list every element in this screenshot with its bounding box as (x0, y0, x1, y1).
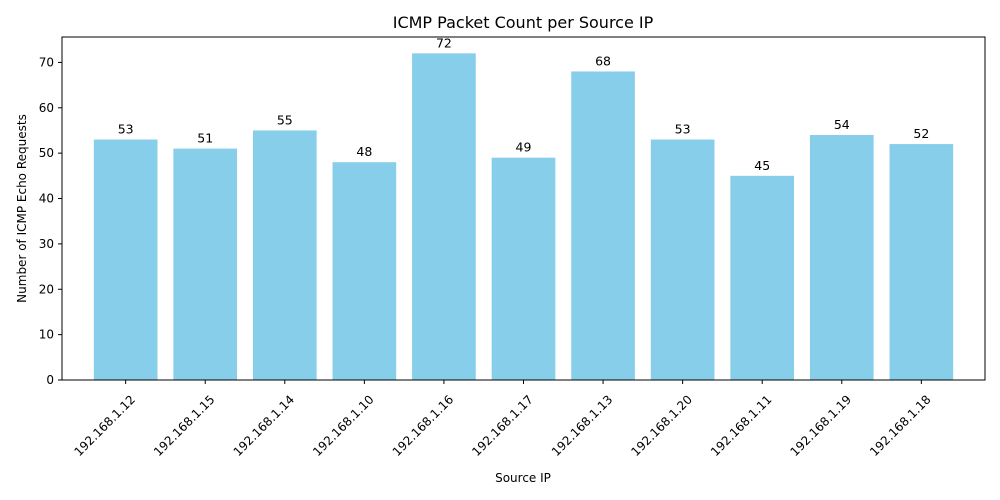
bar-192-168-1-10 (332, 162, 397, 380)
data-label-192-168-1-13: 68 (595, 53, 611, 68)
x-tick-label-192-168-1-15: 192.168.1.15 (151, 392, 218, 459)
y-tick-label-60: 60 (39, 101, 54, 115)
data-label-192-168-1-16: 72 (436, 35, 452, 50)
data-label-192-168-1-10: 48 (356, 144, 372, 159)
x-tick-label-192-168-1-11: 192.168.1.11 (708, 392, 775, 459)
bar-192-168-1-12 (93, 139, 158, 380)
bars-group (93, 53, 954, 380)
data-label-192-168-1-18: 52 (913, 126, 929, 141)
y-tick-label-0: 0 (46, 373, 54, 387)
x-tick-label-192-168-1-14: 192.168.1.14 (231, 392, 298, 459)
y-tick-label-50: 50 (39, 146, 54, 160)
bar-192-168-1-20 (650, 139, 715, 380)
data-label-192-168-1-12: 53 (118, 122, 134, 137)
data-label-192-168-1-15: 51 (197, 131, 213, 146)
x-tick-label-192-168-1-12: 192.168.1.12 (71, 392, 138, 459)
x-tick-label-192-168-1-17: 192.168.1.17 (469, 392, 536, 459)
data-labels-group: 53 51 55 48 72 49 68 53 45 54 52 (118, 35, 930, 173)
y-tick-label-40: 40 (39, 192, 54, 206)
y-tick-label-20: 20 (39, 282, 54, 296)
bar-192-168-1-17 (491, 157, 556, 380)
x-tick-label-192-168-1-19: 192.168.1.19 (788, 392, 855, 459)
y-tick-label-70: 70 (39, 55, 54, 69)
x-tick-label-192-168-1-16: 192.168.1.16 (390, 392, 457, 459)
data-label-192-168-1-20: 53 (675, 122, 691, 137)
chart-title: ICMP Packet Count per Source IP (393, 13, 654, 32)
bar-192-168-1-11 (730, 175, 795, 380)
data-label-192-168-1-14: 55 (277, 112, 293, 127)
bar-192-168-1-16 (412, 53, 476, 380)
data-label-192-168-1-11: 45 (754, 158, 770, 173)
bar-192-168-1-19 (809, 135, 874, 380)
bar-192-168-1-14 (252, 130, 317, 380)
x-tick-label-192-168-1-18: 192.168.1.18 (867, 392, 934, 459)
bar-192-168-1-18 (889, 144, 954, 380)
bar-192-168-1-15 (173, 148, 238, 380)
x-axis: 192.168.1.12 192.168.1.15 192.168.1.14 192.… (71, 380, 934, 459)
data-label-192-168-1-17: 49 (516, 140, 532, 155)
x-axis-label: Source IP (495, 471, 551, 485)
y-tick-label-10: 10 (39, 328, 54, 342)
y-axis-label: Number of ICMP Echo Requests (15, 114, 29, 303)
y-tick-label-30: 30 (39, 237, 54, 251)
bar-192-168-1-13 (571, 71, 635, 380)
x-tick-label-192-168-1-20: 192.168.1.20 (628, 392, 695, 459)
x-tick-label-192-168-1-10: 192.168.1.10 (310, 392, 377, 459)
y-axis: 0 10 20 30 40 50 60 70 (39, 55, 62, 387)
x-tick-label-192-168-1-13: 192.168.1.13 (549, 392, 616, 459)
data-label-192-168-1-19: 54 (834, 117, 850, 132)
